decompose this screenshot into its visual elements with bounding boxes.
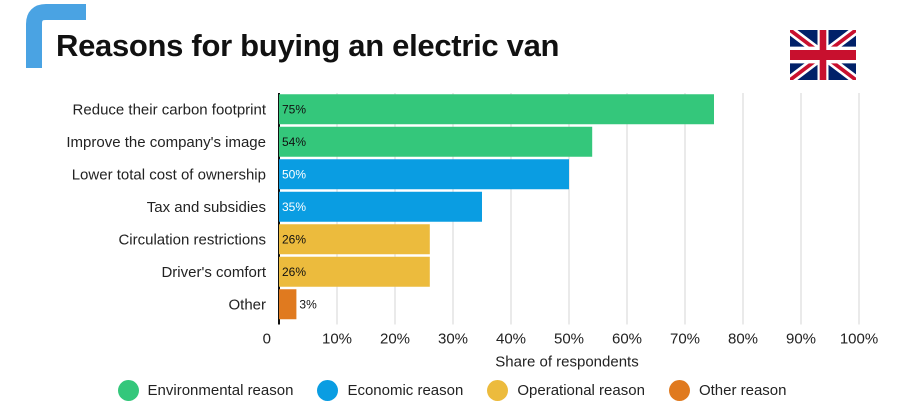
category-label: Tax and subsidies <box>147 199 266 216</box>
category-label: Improve the company's image <box>66 134 266 151</box>
value-label: 35% <box>282 200 306 214</box>
x-tick-label: 70% <box>670 331 700 348</box>
x-tick-label: 60% <box>612 331 642 348</box>
x-tick-label: 40% <box>496 331 526 348</box>
value-label: 26% <box>282 265 306 279</box>
value-label: 50% <box>282 167 306 181</box>
legend-swatch-economic <box>317 379 339 401</box>
chart-title: Reasons for buying an electric van <box>56 28 560 63</box>
category-label: Lower total cost of ownership <box>72 166 266 183</box>
legend-label-operational: Operational reason <box>517 381 645 399</box>
legend-item-other: Other reason <box>668 379 787 401</box>
corner-bracket-decoration <box>26 4 86 68</box>
legend-label-other: Other reason <box>698 381 787 399</box>
legend-item-economic: Economic reason <box>317 379 464 401</box>
legend-item-operational: Operational reason <box>487 379 645 401</box>
bar <box>279 289 297 320</box>
category-label: Circulation restrictions <box>118 231 266 248</box>
x-axis-title: Share of respondents <box>495 354 638 371</box>
x-tick-label: 90% <box>786 331 816 348</box>
category-label: Other <box>228 296 266 313</box>
x-tick-label: 80% <box>728 331 758 348</box>
x-tick-label: 20% <box>380 331 410 348</box>
value-label: 26% <box>282 232 306 246</box>
x-tick-label: 30% <box>438 331 468 348</box>
bar <box>279 126 593 157</box>
bar <box>279 224 430 255</box>
bar <box>279 159 569 190</box>
category-label: Reduce their carbon footprint <box>73 101 267 118</box>
legend-item-environmental: Environmental reason <box>117 379 294 401</box>
value-label: 3% <box>299 297 317 311</box>
legend-swatch-operational <box>487 379 509 401</box>
legend-swatch-environmental <box>117 379 139 401</box>
bar <box>279 256 430 287</box>
legend-swatch-other <box>668 379 690 401</box>
value-label: 54% <box>282 135 306 149</box>
x-tick-label: 100% <box>840 331 878 348</box>
x-tick-label: 50% <box>554 331 584 348</box>
bar <box>279 191 482 222</box>
x-tick-label: 10% <box>322 331 352 348</box>
uk-flag-icon <box>790 30 856 80</box>
category-label: Driver's comfort <box>161 264 266 281</box>
legend-label-economic: Economic reason <box>347 381 464 399</box>
legend-label-environmental: Environmental reason <box>147 381 294 399</box>
chart-legend: Environmental reason Economic reason Ope… <box>0 376 904 404</box>
value-label: 75% <box>282 102 306 116</box>
x-tick-label: 0 <box>263 331 271 348</box>
bar <box>279 94 714 125</box>
